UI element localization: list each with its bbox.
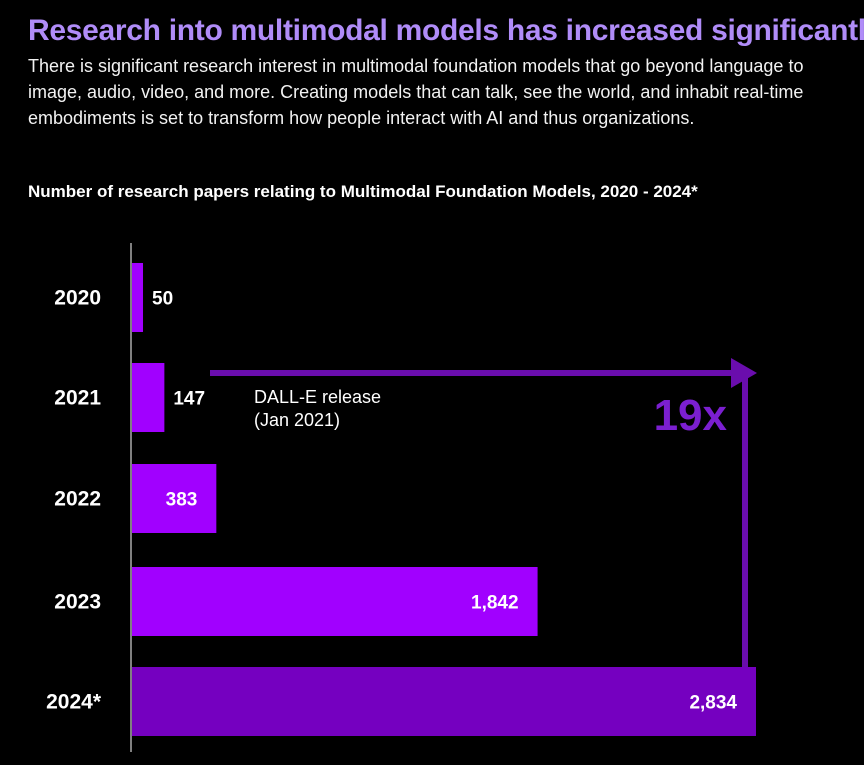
- bar-2023: [132, 567, 538, 636]
- data-label-2020: 50: [152, 289, 173, 310]
- data-label-2024: 2,834: [689, 693, 737, 714]
- data-label-2022: 383: [166, 490, 198, 511]
- growth-multiplier-label: 19x: [654, 391, 728, 440]
- data-label-2021: 147: [173, 389, 205, 410]
- page-title: Research into multimodal models has incr…: [28, 14, 864, 47]
- bar-2021: [132, 363, 165, 432]
- tick-label-2024: 2024*: [46, 691, 102, 714]
- tick-label-2022: 2022: [54, 488, 101, 511]
- intro-paragraph: There is significant research interest i…: [28, 56, 804, 128]
- annotation-event-line1: DALL-E release: [254, 387, 381, 407]
- annotation-event-line2: (Jan 2021): [254, 410, 340, 430]
- bar-2022: [132, 464, 217, 533]
- data-label-2023: 1,842: [471, 593, 519, 614]
- arrow-head-icon: [731, 358, 757, 388]
- bar-2024: [132, 667, 756, 736]
- chart-title: Number of research papers relating to Mu…: [28, 182, 698, 201]
- bar-2020: [132, 263, 144, 332]
- tick-label-2021: 2021: [54, 387, 101, 410]
- tick-label-2020: 2020: [54, 287, 101, 310]
- tick-label-2023: 2023: [54, 591, 101, 614]
